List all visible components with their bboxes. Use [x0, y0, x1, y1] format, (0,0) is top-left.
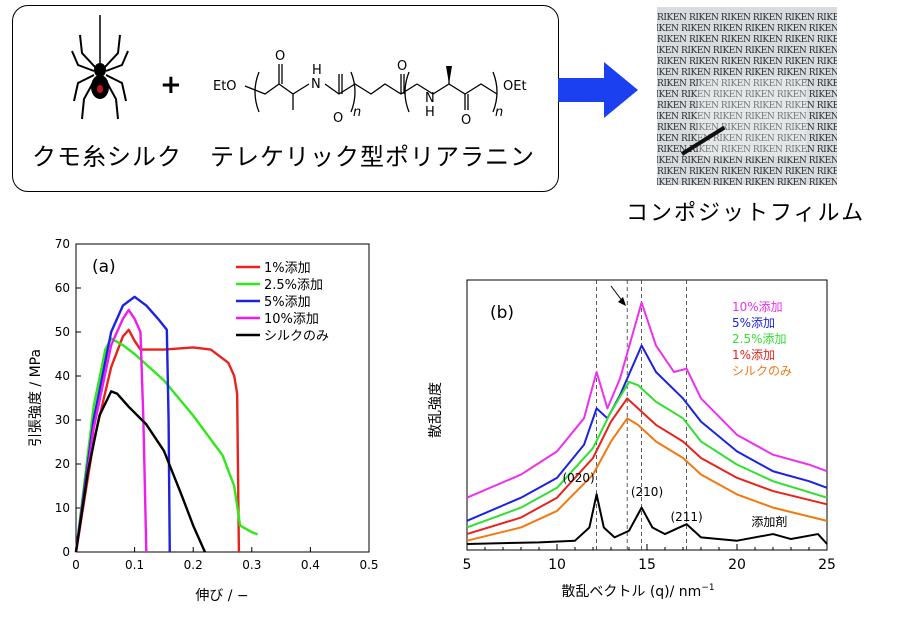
chart-a-legend-label: 5%添加	[264, 295, 311, 310]
chart-a-xtick-label: 0.4	[301, 558, 320, 572]
chart-a-legend-label: 10%添加	[264, 312, 319, 327]
chart-a-xtick-label: 0.1	[125, 558, 144, 572]
photo-riken-text: RIKEN RIKEN RIKEN RIKEN RIKEN RIKEN	[657, 46, 837, 56]
chart-a-series-line	[74, 337, 259, 553]
chart-b-additive-label: 添加剤	[751, 514, 787, 529]
chart-b-panel-label: (b)	[490, 303, 514, 323]
chart-a-ytick-label: 0	[62, 545, 70, 559]
photo-riken-text: RIKEN RIKEN RIKEN RIKEN RIKEN RIKEN	[657, 24, 837, 34]
chart-b-ylabel: 散乱強度	[428, 382, 444, 438]
right-arrow-icon	[558, 62, 638, 118]
chart-a-legend-label: 2.5%添加	[264, 278, 323, 293]
photo-riken-text: RIKEN RIKEN RIKEN RIKEN RIKEN RIKEN	[657, 35, 837, 45]
photo-riken-text: RIKEN RIKEN RIKEN RIKEN RIKEN RIKEN	[657, 79, 837, 89]
plus-sign: +	[160, 70, 182, 100]
chart-b-peak-label: (211)	[670, 510, 702, 524]
chart-b-xtick-label: 5	[463, 557, 472, 573]
chart-a-ytick-label: 40	[55, 369, 70, 383]
photo-riken-text: RIKEN RIKEN RIKEN RIKEN RIKEN RIKEN	[657, 68, 837, 78]
chart-a-xtick-label: 0	[72, 558, 80, 572]
chart-a-ytick-label: 70	[55, 237, 70, 251]
polymer-structure: EtO O N H O n O N H O n OEt	[213, 49, 527, 128]
formula-h1: H	[312, 63, 322, 78]
chart-a-legend-label: 1%添加	[264, 261, 311, 276]
chart-b-peak-label: (210)	[631, 485, 663, 499]
chart-b-legend-label: シルクのみ	[732, 364, 792, 378]
chart-b-series-line	[466, 380, 828, 529]
spider-silk-label: クモ糸シルク	[32, 143, 182, 171]
chart-b-legend-label: 2.5%添加	[732, 332, 787, 346]
chart-b-legend-label: 10%添加	[732, 300, 783, 314]
formula-o4: O	[461, 113, 471, 128]
formula-eto: EtO	[213, 79, 237, 94]
chart-b-series-line	[466, 493, 828, 545]
chart-a-ylabel: 引張強度 / MPa	[28, 349, 44, 447]
chart-a-xtick-label: 0.3	[242, 558, 261, 572]
tensile-strength-chart: 0 0.1 0.2 0.3 0.4 0.5 0 10 20 30 40 50 60 70 1%添加 2.5%…	[28, 237, 379, 604]
chart-b-legend-label: 5%添加	[732, 316, 775, 330]
chart-a-ytick-label: 50	[55, 325, 70, 339]
photo-riken-text: RIKEN RIKEN RIKEN RIKEN RIKEN RIKEN	[657, 145, 837, 155]
chart-b-xtick-label: 10	[548, 557, 566, 573]
peak-arrow-head	[618, 297, 626, 306]
formula-n-sub1: n	[353, 105, 361, 120]
chart-a-ytick-label: 10	[55, 501, 70, 515]
chart-b-xtick-label: 15	[638, 557, 656, 573]
photo-riken-text: RIKEN RIKEN RIKEN RIKEN RIKEN RIKEN	[657, 112, 837, 122]
chart-a-panel-label: (a)	[92, 257, 116, 277]
chart-a-legend-label: シルクのみ	[264, 329, 329, 344]
chart-a-xlabel: 伸び / −	[195, 588, 248, 604]
photo-riken-text: RIKEN RIKEN RIKEN RIKEN RIKEN RIKEN	[657, 13, 837, 23]
composite-film-photo: RIKEN RIKEN RIKEN RIKEN RIKEN RIKEN RIKEN…	[657, 7, 837, 185]
chart-b-series-line	[466, 417, 828, 542]
chart-b-series-line	[466, 397, 828, 536]
chart-a-series-line	[74, 295, 171, 553]
chart-b-series-line	[466, 344, 828, 522]
photo-riken-text: RIKEN RIKEN RIKEN RIKEN RIKEN RIKEN	[657, 134, 837, 144]
chart-a-ytick-label: 60	[55, 281, 70, 295]
chart-a-ytick-label: 30	[55, 413, 70, 427]
polyalanine-label: テレケリック型ポリアラニン	[210, 143, 535, 171]
chart-b-xtick-label: 20	[728, 557, 746, 573]
chart-a-series-line	[74, 390, 207, 553]
formula-n2: N	[425, 91, 435, 106]
formula-o1: O	[275, 49, 285, 64]
photo-riken-text: RIKEN RIKEN RIKEN RIKEN RIKEN RIKEN	[657, 167, 837, 177]
chart-b-xtick-label: 25	[818, 557, 836, 573]
formula-n1: N	[311, 77, 321, 92]
chart-a-ytick-label: 20	[55, 457, 70, 471]
photo-riken-text: RIKEN RIKEN RIKEN RIKEN RIKEN RIKEN	[657, 156, 837, 166]
chart-a-plot-area	[75, 243, 370, 553]
formula-n-sub2: n	[495, 105, 503, 120]
photo-riken-text: RIKEN RIKEN RIKEN RIKEN RIKEN RIKEN	[657, 57, 837, 67]
formula-o2: O	[333, 111, 343, 126]
chart-a-xtick-label: 0.5	[359, 558, 378, 572]
formula-oet: OEt	[503, 79, 527, 94]
chart-b-xlabel: 散乱ベクトル (q)/ nm−1	[561, 583, 714, 600]
formula-h2: H	[425, 105, 435, 120]
spider-icon	[71, 15, 129, 120]
photo-riken-text: RIKEN RIKEN RIKEN RIKEN RIKEN RIKEN	[657, 101, 837, 111]
photo-riken-text: RIKEN RIKEN RIKEN RIKEN RIKEN RIKEN	[657, 90, 837, 100]
chart-b-peak-label: (020)	[562, 471, 594, 485]
chart-a-xtick-label: 0.2	[184, 558, 203, 572]
chart-a-series-line	[74, 328, 241, 553]
chart-b-series-line	[466, 301, 828, 499]
chart-a-series-line	[74, 308, 148, 553]
formula-o3: O	[397, 59, 407, 74]
composite-film-label: コンポジットフィルム	[626, 201, 866, 226]
photo-riken-text: RIKEN RIKEN RIKEN RIKEN RIKEN RIKEN	[657, 178, 837, 185]
chart-b-legend-label: 1%添加	[732, 348, 775, 362]
photo-riken-text: RIKEN RIKEN RIKEN RIKEN RIKEN RIKEN	[657, 123, 837, 133]
